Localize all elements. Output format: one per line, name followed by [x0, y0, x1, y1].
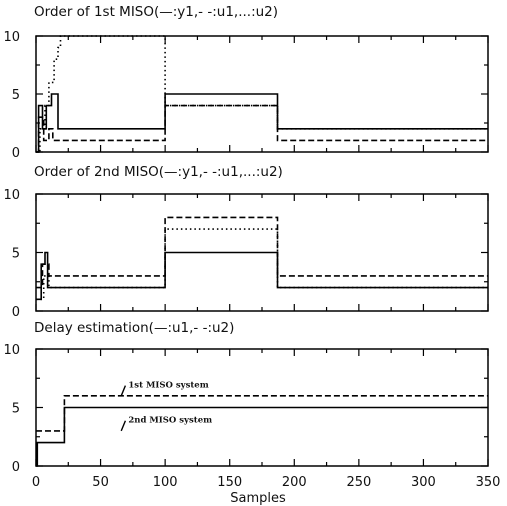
annotation-label: 2nd MISO system [128, 416, 212, 426]
x-tick-label: 200 [282, 475, 307, 490]
x-tick-label: 100 [153, 475, 178, 490]
panel-title: Order of 1st MISO(—:y1,- -:u1,...:u2) [34, 4, 278, 20]
annotation-label: 1st MISO system [128, 381, 208, 391]
y-tick-label: 0 [12, 305, 20, 320]
panel-title: Order of 2nd MISO(—:y1,- -:u1,...:u2) [34, 164, 283, 180]
y-tick-label: 10 [3, 30, 20, 45]
series-line-u1 [36, 406, 488, 467]
x-tick-label: 50 [92, 475, 109, 490]
y-tick-label: 10 [3, 188, 20, 203]
series-line-u1 [36, 216, 488, 289]
y-tick-label: 0 [12, 146, 20, 161]
x-tick-label: 150 [217, 475, 242, 490]
x-axis-tick-labels: 0 50 100 150 200 250 300 350 [32, 475, 501, 490]
x-tick-label: 250 [346, 475, 371, 490]
x-axis-label: Samples [230, 491, 286, 506]
annotation-arrow [120, 385, 127, 397]
series-line-u2 [36, 394, 488, 432]
x-tick-label: 300 [411, 475, 436, 490]
panel-order-2nd-miso: Order of 2nd MISO(—:y1,- -:u1,...:u2) 0 5… [3, 164, 489, 320]
y-tick-label: 0 [12, 460, 20, 475]
series-line-y1 [36, 93, 488, 153]
panel-title: Delay estimation(—:u1,- -:u2) [34, 320, 234, 336]
annotation-arrow [120, 420, 127, 432]
series-line-y1 [36, 251, 488, 301]
panel-delay-estimation: Delay estimation(—:u1,- -:u2) 0 5 10 1st M… [3, 320, 489, 475]
series-line-u2 [36, 228, 488, 301]
x-tick-label: 350 [476, 475, 501, 490]
series-line-u2 [36, 35, 488, 153]
y-tick-label: 10 [3, 343, 20, 358]
y-tick-label: 5 [12, 402, 20, 417]
y-tick-label: 5 [12, 88, 20, 103]
y-tick-label: 5 [12, 247, 20, 262]
x-tick-label: 0 [32, 475, 40, 490]
panel-order-1st-miso: Order of 1st MISO(—:y1,- -:u1,...:u2) 0 5… [3, 4, 489, 161]
series-line-u1 [36, 104, 488, 153]
